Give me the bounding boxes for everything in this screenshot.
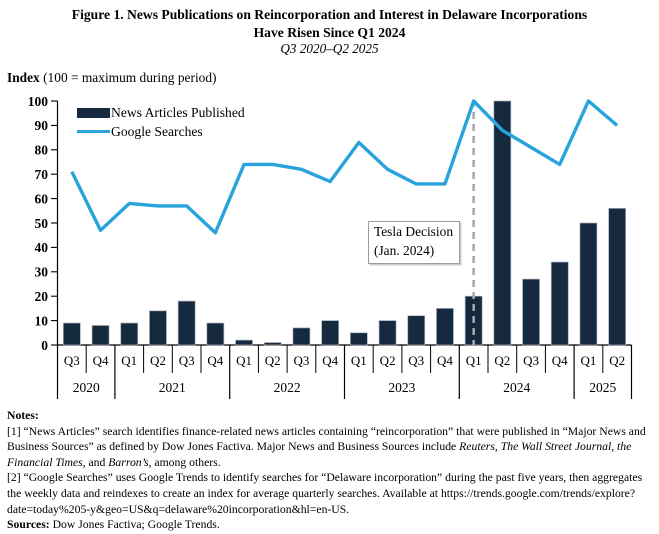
bar-Q2-2022 [263, 342, 282, 346]
x-year-label-2023: 2023 [388, 380, 415, 395]
y-tick-label-40: 40 [35, 240, 49, 255]
x-tick-Q3-2020: Q3 [64, 353, 80, 368]
x-year-label-2022: 2022 [274, 380, 301, 395]
y-tick-label-70: 70 [35, 167, 49, 182]
bar-Q2-2024 [493, 100, 512, 346]
x-tick-Q4-2023: Q4 [437, 353, 453, 368]
x-tick-Q2-2024: Q2 [494, 353, 510, 368]
x-tick-Q2-2021: Q2 [150, 353, 166, 368]
annotation-line1: Tesla Decision [374, 224, 454, 239]
note-1-italic-segment: Barron’s [108, 455, 149, 469]
y-tick-label-80: 80 [35, 143, 49, 158]
note-1-segment: , [494, 440, 501, 454]
bar-Q2-2023 [378, 320, 397, 346]
x-tick-Q4-2024: Q4 [552, 353, 568, 368]
bar-Q2-2021 [149, 310, 167, 346]
legend-item-news-articles: News Articles Published [77, 103, 245, 122]
x-tick-Q1-2021: Q1 [121, 353, 137, 368]
figure-title: Figure 1. News Publications on Reincorpo… [0, 6, 659, 57]
x-year-label-2025: 2025 [589, 380, 616, 395]
x-tick-Q3-2022: Q3 [294, 353, 310, 368]
bar-Q1-2022 [235, 339, 253, 346]
note-1-italic-segment: The Wall Street Journal [500, 440, 612, 454]
bar-Q4-2021 [206, 322, 225, 346]
y-tick-label-60: 60 [35, 191, 49, 206]
y-tick-label-30: 30 [35, 265, 49, 280]
bar-Q1-2023 [350, 332, 368, 346]
annotation-line2: (Jan. 2024) [374, 242, 435, 258]
line-series-google-searches [70, 99, 619, 235]
x-tick-Q3-2023: Q3 [408, 353, 424, 368]
y-axis-caption-rest: (100 = maximum during period) [39, 70, 217, 85]
x-tick-Q1-2023: Q1 [351, 353, 367, 368]
note-1-italic-segment: Reuters [459, 440, 495, 454]
bar-Q3-2022 [292, 327, 311, 346]
sources-text: Dow Jones Factiva; Google Trends. [49, 518, 220, 532]
notes-section: Notes: [1] “News Articles” search identi… [7, 408, 656, 533]
figure-title-line2: Have Risen Since Q1 2024 [253, 24, 406, 40]
legend-line-swatch [77, 129, 110, 134]
figure-subtitle: Q3 2020–Q2 2025 [280, 41, 379, 56]
bar-Q3-2020 [62, 322, 81, 346]
note-1-segment: , [611, 440, 618, 454]
x-year-label-2020: 2020 [73, 380, 100, 395]
bar-Q2-2025 [608, 208, 627, 346]
bar-Q4-2022 [321, 320, 339, 346]
legend-bar-swatch [77, 107, 110, 118]
x-axis-labels: Q3 Q4 Q1 Q2 Q3 Q4 Q1 Q2 Q3 Q4 Q1 Q2 Q3 Q4 Q1 Q2 Q3 Q4 Q1 Q2… [64, 353, 625, 395]
x-tick-Q3-2021: Q3 [179, 353, 195, 368]
tesla-annotation-box: Tesla Decision (Jan. 2024) [368, 221, 461, 264]
bar-Q4-2020 [91, 325, 110, 346]
note-1-segment: , and [82, 455, 109, 469]
y-tick-label-20: 20 [35, 289, 49, 304]
note-1-segment: [1] “News Articles” search identifies fi… [7, 424, 646, 454]
note-1: [1] “News Articles” search identifies fi… [7, 424, 656, 471]
notes-heading: Notes: [7, 409, 39, 422]
sources-label: Sources: [7, 518, 50, 532]
sources-line: Sources: Dow Jones Factiva; Google Trend… [7, 517, 656, 533]
x-tick-Q4-2021: Q4 [207, 353, 223, 368]
x-tick-Q3-2024: Q3 [523, 353, 539, 368]
y-tick-label-0: 0 [41, 338, 48, 353]
note-1-italic-segment: the Financial Times [7, 440, 632, 469]
x-tick-Q4-2020: Q4 [93, 353, 109, 368]
note-1-segment: , among others. [148, 455, 221, 469]
x-tick-Q1-2022: Q1 [236, 353, 252, 368]
x-tick-Q2-2022: Q2 [265, 353, 281, 368]
bar-Q1-2021 [120, 322, 139, 346]
x-tick-Q4-2022: Q4 [322, 353, 338, 368]
x-year-label-2021: 2021 [159, 380, 186, 395]
note-2: [2] “Google Searches” uses Google Trends… [7, 471, 643, 516]
x-tick-Q2-2025: Q2 [609, 353, 625, 368]
legend: News Articles Published Google Searches [77, 103, 245, 141]
figure-title-line1: Figure 1. News Publications on Reincorpo… [71, 7, 588, 22]
x-year-label-2024: 2024 [503, 380, 530, 395]
bar-Q3-2024 [522, 278, 540, 346]
x-tick-Q1-2024: Q1 [466, 353, 482, 368]
bar-Q3-2021 [177, 300, 196, 346]
bar-Q1-2025 [579, 222, 598, 346]
y-tick-label-50: 50 [35, 216, 49, 231]
y-axis-caption-bold: Index [7, 70, 40, 85]
bar-Q3-2023 [407, 315, 426, 346]
y-tick-label-90: 90 [35, 118, 49, 133]
legend-label-google-searches: Google Searches [111, 123, 203, 139]
bar-Q4-2024 [550, 261, 569, 346]
y-tick-label-100: 100 [28, 94, 49, 109]
x-tick-Q2-2023: Q2 [380, 353, 396, 368]
y-tick-label-10: 10 [35, 313, 49, 328]
legend-label-news-articles: News Articles Published [111, 104, 245, 120]
bar-Q4-2023 [436, 308, 454, 346]
google-searches-polyline [70, 99, 619, 235]
bar-series-news-articles [62, 100, 627, 346]
x-tick-Q1-2025: Q1 [581, 353, 597, 368]
y-axis-caption: Index (100 = maximum during period) [7, 70, 217, 86]
legend-item-google-searches: Google Searches [77, 122, 245, 141]
